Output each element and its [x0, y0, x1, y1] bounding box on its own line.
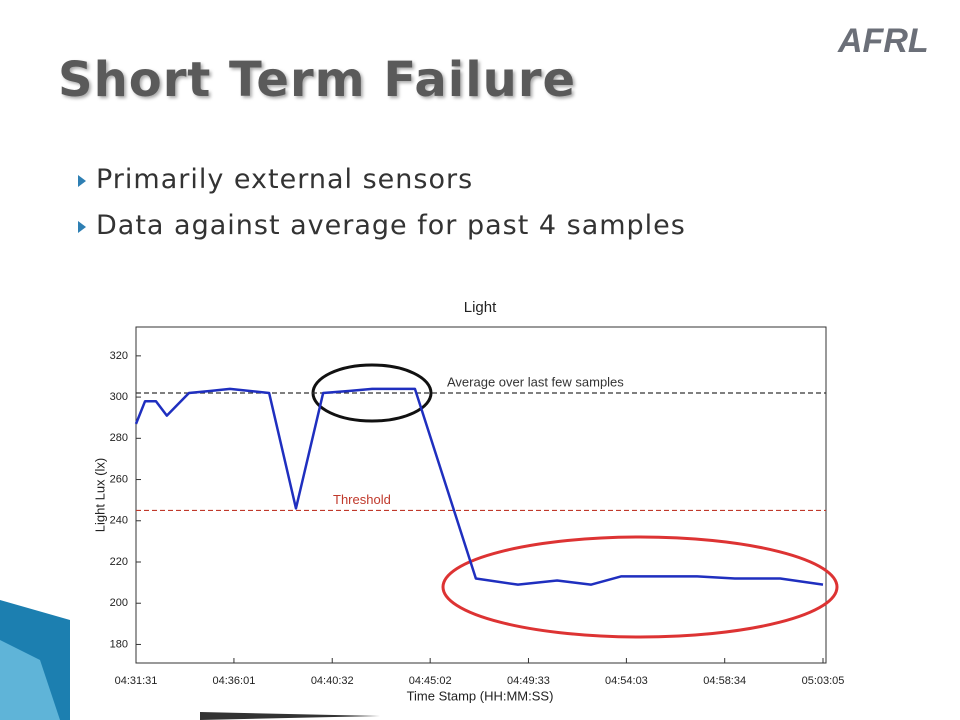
- bullet: Data against average for past 4 samples: [96, 210, 686, 241]
- x-axis-label: Time Stamp (HH:MM:SS): [407, 688, 554, 703]
- x-tick-label: 04:49:33: [507, 675, 550, 687]
- y-tick-label: 240: [110, 515, 128, 527]
- y-tick-label: 280: [110, 432, 128, 444]
- y-tick-label: 300: [110, 391, 128, 403]
- y-tick-label: 180: [110, 638, 128, 650]
- y-tick-label: 200: [110, 597, 128, 609]
- x-tick-label: 04:58:34: [703, 675, 746, 687]
- x-tick-label: 04:36:01: [213, 675, 256, 687]
- chart-title: Light: [464, 299, 497, 316]
- y-axis-label: Light Lux (lx): [92, 458, 107, 532]
- bullet-marker: [78, 175, 86, 187]
- reference-label: Average over last few samples: [447, 374, 624, 389]
- x-tick-label: 05:03:05: [802, 675, 845, 687]
- x-tick-label: 04:40:32: [311, 675, 354, 687]
- y-tick-label: 320: [110, 350, 128, 362]
- x-tick-label: 04:45:02: [409, 675, 452, 687]
- plot-frame: [135, 326, 827, 664]
- x-tick-label: 04:54:03: [605, 675, 648, 687]
- reference-label: Threshold: [333, 492, 391, 507]
- data-line: [134, 387, 824, 586]
- logo: AFRL: [838, 22, 929, 60]
- bullet: Primarily external sensors: [96, 164, 474, 195]
- y-tick-label: 220: [110, 556, 128, 568]
- y-tick-label: 260: [110, 473, 128, 485]
- slide-title: Short Term Failure: [58, 52, 577, 108]
- bullet-marker: [78, 221, 86, 233]
- highlight-circle: [441, 535, 839, 639]
- x-tick-label: 04:31:31: [115, 675, 158, 687]
